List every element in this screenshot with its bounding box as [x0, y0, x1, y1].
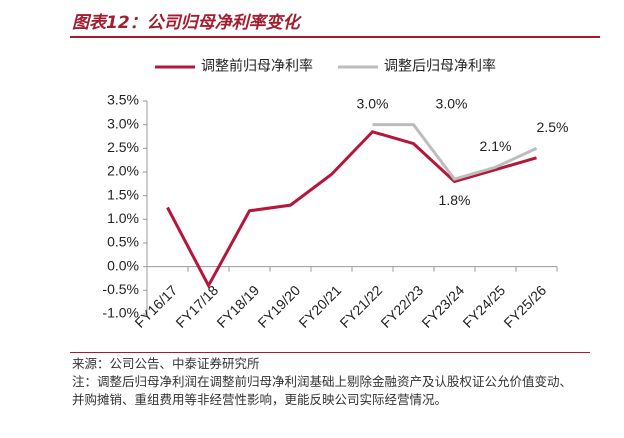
x-tick-label: FY21/22: [336, 282, 385, 331]
x-tick-label: FY23/24: [418, 282, 467, 331]
x-tick-label: FY17/18: [172, 282, 221, 331]
series-line: [372, 123, 538, 181]
x-tick-label: FY22/23: [377, 282, 426, 331]
x-tick-label: FY20/21: [295, 282, 344, 331]
y-tick-label: 0.0%: [107, 257, 139, 273]
data-label: 3.0%: [357, 95, 389, 111]
legend-label: 调整后归母净利率: [384, 58, 496, 74]
y-tick-label: 1.0%: [107, 210, 139, 226]
source: 来源：公司公告、中泰证券研究所: [72, 356, 260, 371]
x-tick-label: FY19/20: [254, 282, 303, 331]
x-tick-label: FY25/26: [500, 282, 549, 331]
y-tick-label: -0.5%: [102, 281, 139, 297]
x-tick-label: FY18/19: [213, 282, 262, 331]
y-tick-label: 0.5%: [107, 234, 139, 250]
data-label: 1.8%: [439, 192, 471, 208]
title-rule: [70, 36, 600, 38]
footer-rule: [70, 352, 590, 353]
y-tick-label: 3.5%: [107, 92, 139, 108]
data-label: 2.5%: [537, 119, 569, 135]
y-tick-label: -1.0%: [102, 305, 139, 321]
y-tick-label: 3.0%: [107, 115, 139, 131]
series-line: [166, 130, 537, 289]
y-tick-label: 1.5%: [107, 186, 139, 202]
y-tick-label: 2.5%: [107, 139, 139, 155]
data-label: 3.0%: [436, 95, 468, 111]
notes: 来源：公司公告、中泰证券研究所 注：调整后归母净利润在调整前归母净利润基础上剔除…: [72, 355, 582, 409]
data-label: 2.1%: [480, 138, 512, 154]
chart: -1.0% -0.5% 0.0% 0.5% 1.0% 1.5% 2.0% 2.5% 3.0% 3.…: [102, 58, 569, 331]
legend-label: 调整前归母净利率: [201, 58, 313, 74]
note: 注：调整后归母净利润在调整前归母净利润基础上剔除金融资产及认股权证公允价值变动、…: [72, 374, 573, 407]
figure-title: 图表12：公司归母净利率变化: [72, 13, 300, 33]
y-tick-label: 2.0%: [107, 163, 139, 179]
x-tick-label: FY24/25: [459, 282, 508, 331]
